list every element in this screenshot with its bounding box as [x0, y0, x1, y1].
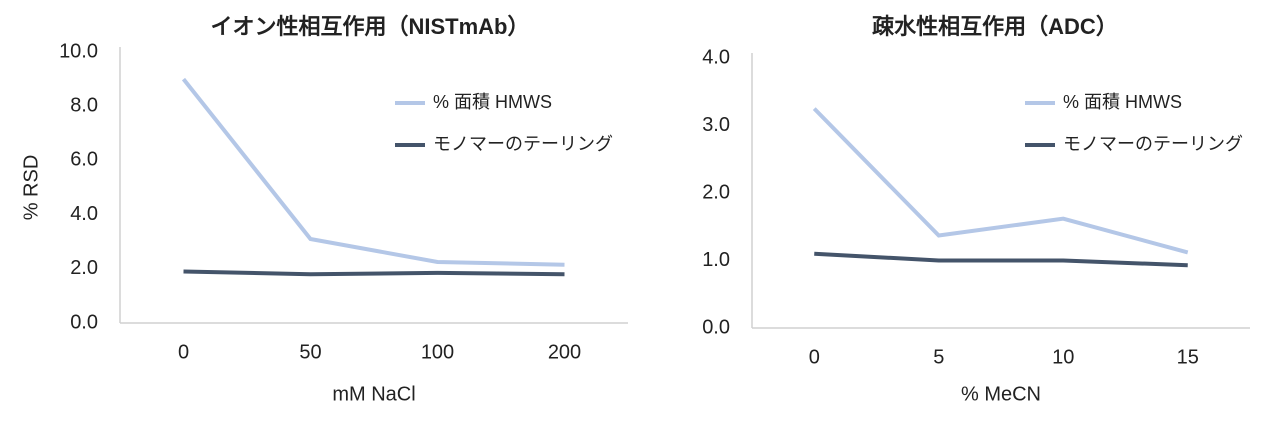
- chart-title: 疎水性相互作用（ADC）: [872, 14, 1118, 39]
- legend-label: % 面積 HMWS: [1063, 92, 1182, 112]
- y-tick-label: 8.0: [70, 94, 98, 116]
- x-axis-label: mM NaCl: [332, 383, 415, 405]
- y-tick-label: 6.0: [70, 149, 98, 171]
- legend-label: モノマーのテーリング: [433, 134, 613, 154]
- x-tick-label: 15: [1177, 346, 1199, 368]
- x-tick-label: 5: [933, 346, 944, 368]
- x-tick-label: 200: [548, 341, 581, 363]
- data-line: [814, 251, 1188, 268]
- y-tick-label: 3.0: [702, 114, 730, 136]
- y-tick-label: 1.0: [702, 249, 730, 271]
- x-tick-label: 100: [421, 341, 454, 363]
- x-tick-label: 10: [1052, 346, 1074, 368]
- data-line: [812, 107, 1189, 255]
- data-line: [181, 77, 565, 267]
- legend-label: % 面積 HMWS: [433, 92, 552, 112]
- chart-title: イオン性相互作用（NISTmAb）: [210, 14, 529, 39]
- x-tick-label: 50: [299, 341, 321, 363]
- legend-label: モノマーのテーリング: [1063, 134, 1243, 154]
- data-line: [183, 269, 565, 277]
- x-tick-label: 0: [178, 341, 189, 363]
- y-tick-label: 4.0: [70, 203, 98, 225]
- x-axis-label: % MeCN: [961, 383, 1041, 405]
- y-tick-label: 10.0: [59, 40, 98, 62]
- y-tick-label: 2.0: [70, 257, 98, 279]
- y-tick-label: 2.0: [702, 181, 730, 203]
- y-tick-label: 0.0: [702, 316, 730, 338]
- y-tick-label: 0.0: [70, 311, 98, 333]
- x-tick-label: 0: [809, 346, 820, 368]
- y-axis-label: % RSD: [20, 155, 42, 221]
- y-tick-label: 4.0: [702, 46, 730, 68]
